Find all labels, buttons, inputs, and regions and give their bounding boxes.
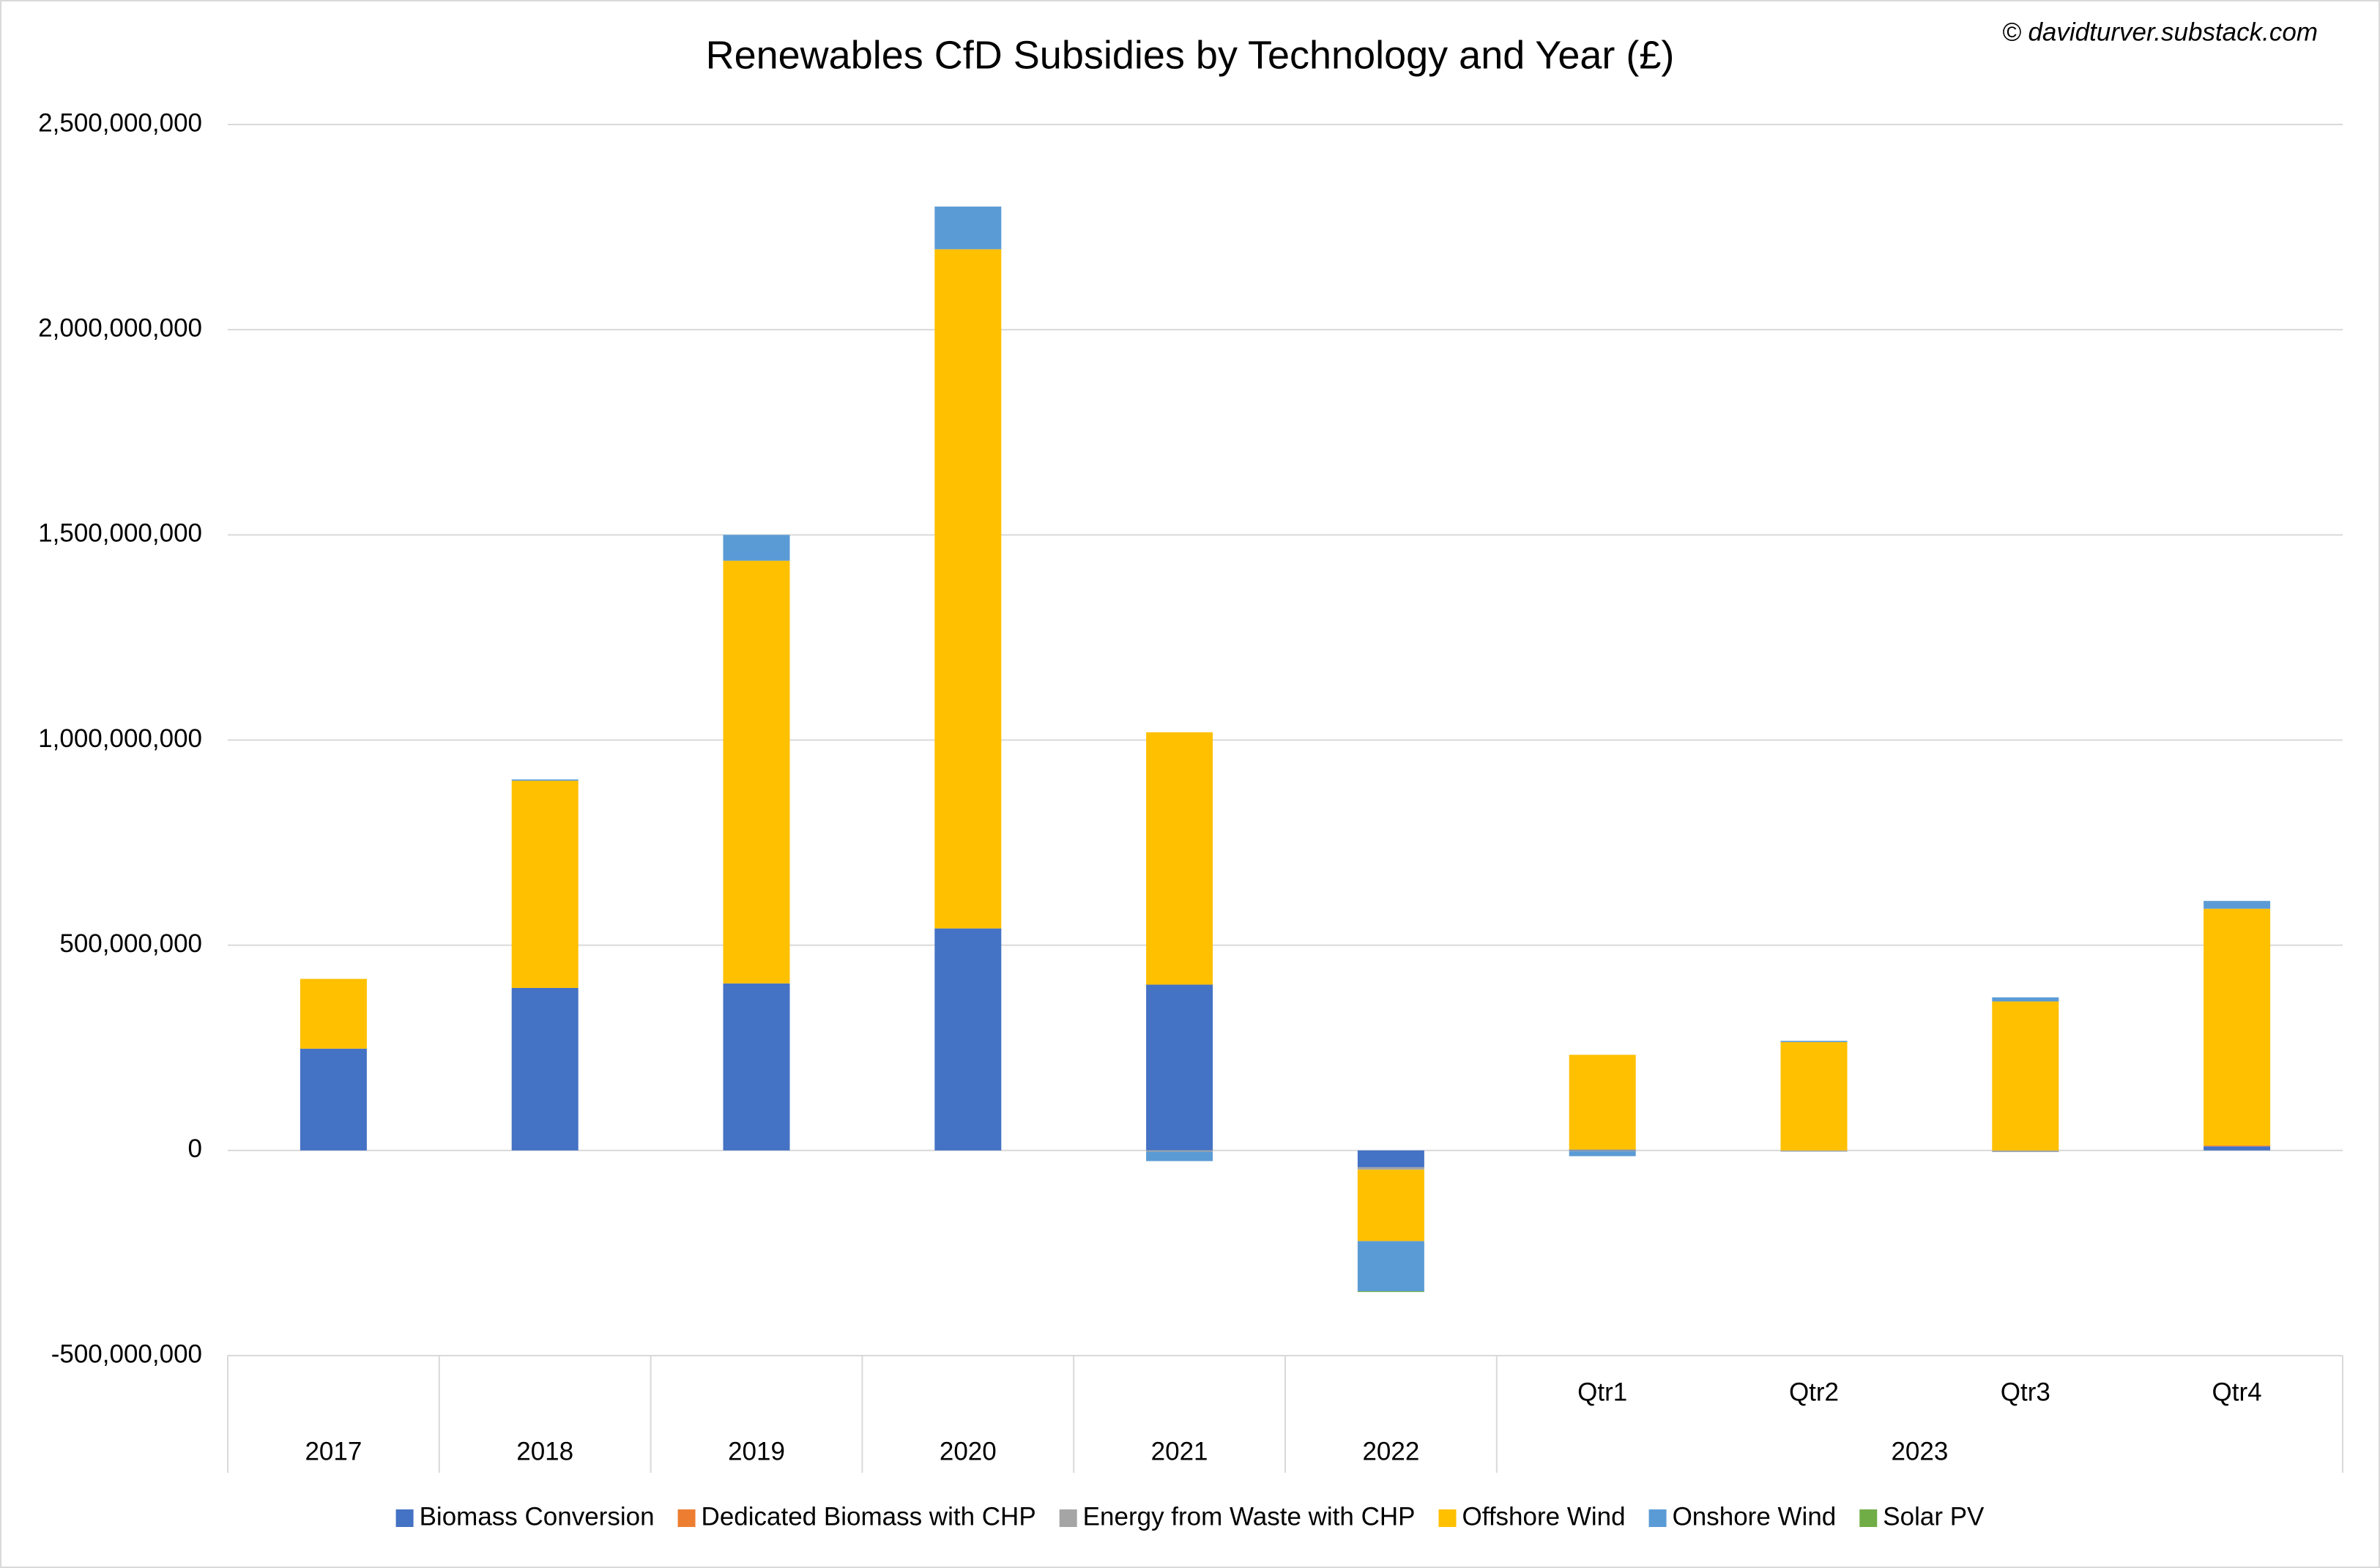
bar-segment (1569, 1151, 1636, 1156)
bar-segment (1992, 1150, 2059, 1153)
legend-label: Offshore Wind (1462, 1502, 1626, 1531)
legend-swatch (395, 1509, 414, 1527)
bar-segment (934, 249, 1002, 929)
bar-segment (2204, 1146, 2271, 1151)
bar-segment (1780, 1041, 1848, 1042)
bar-segment (300, 1048, 367, 1151)
bar-segment (511, 779, 579, 781)
bar-segment (1357, 1241, 1424, 1292)
legend-label: Dedicated Biomass with CHP (702, 1502, 1036, 1531)
legend-label: Onshore Wind (1673, 1502, 1837, 1531)
chart-title: Renewables CfD Subsidies by Technology a… (706, 33, 1675, 77)
x-tick-label: Qtr4 (2212, 1378, 2262, 1406)
bar-segment (1569, 1055, 1636, 1150)
bar-segment (723, 560, 790, 984)
bar-segment (2204, 901, 2271, 909)
bar-segment (1357, 1150, 1424, 1167)
credit: © davidturver.substack.com (2002, 18, 2318, 46)
bar-segment (1146, 1151, 1213, 1162)
legend-swatch (1059, 1509, 1077, 1527)
bar-segment (723, 983, 790, 1151)
bar-segment (1146, 984, 1213, 1151)
bar-segment (1357, 1291, 1424, 1293)
bar-segment (2204, 908, 2271, 1146)
y-tick-label: -500,000,000 (51, 1340, 202, 1368)
x-group-label: 2023 (1891, 1437, 1948, 1465)
bar-segment (1780, 1150, 1848, 1152)
x-tick-label: Qtr1 (1577, 1378, 1627, 1406)
bar-segment (1992, 1001, 2059, 1151)
bar-segment (934, 207, 1002, 250)
legend-swatch (1438, 1509, 1457, 1527)
y-tick-label: 0 (188, 1134, 202, 1163)
y-tick-label: 500,000,000 (59, 929, 202, 958)
bar-segment (511, 987, 579, 1151)
bar-segment (1569, 1149, 1636, 1151)
bar-segment (300, 978, 367, 1049)
x-tick-label: 2022 (1362, 1437, 1419, 1465)
y-tick-label: 2,000,000,000 (38, 313, 202, 342)
bar-segment (511, 780, 579, 988)
bar-segment (1992, 997, 2059, 1002)
bar-segment (1146, 1150, 1213, 1152)
legend-label: Solar PV (1883, 1502, 1985, 1531)
y-tick-label: 1,500,000,000 (38, 519, 202, 548)
legend-swatch (677, 1509, 696, 1527)
bar-segment (1146, 732, 1213, 985)
y-tick-label: 2,500,000,000 (38, 108, 202, 137)
bar-segment (723, 535, 790, 561)
x-tick-label: Qtr2 (1789, 1378, 1839, 1406)
bar-segment (934, 928, 1002, 1151)
legend-label: Energy from Waste with CHP (1083, 1502, 1416, 1531)
x-tick-label: 2020 (940, 1437, 997, 1465)
x-tick-label: 2018 (516, 1437, 573, 1465)
legend-swatch (1859, 1509, 1878, 1527)
x-tick-label: Qtr3 (2001, 1378, 2050, 1406)
bar-segment (1357, 1170, 1424, 1241)
bar-segment (1780, 1041, 1848, 1151)
bar-segment (1357, 1167, 1424, 1170)
y-tick-label: 1,000,000,000 (38, 724, 202, 753)
legend-label: Biomass Conversion (420, 1502, 655, 1531)
x-tick-label: 2019 (728, 1437, 785, 1465)
x-tick-label: 2017 (305, 1437, 362, 1465)
legend-swatch (1648, 1509, 1667, 1527)
x-tick-label: 2021 (1151, 1437, 1208, 1465)
bar-segment (2204, 1145, 2271, 1147)
